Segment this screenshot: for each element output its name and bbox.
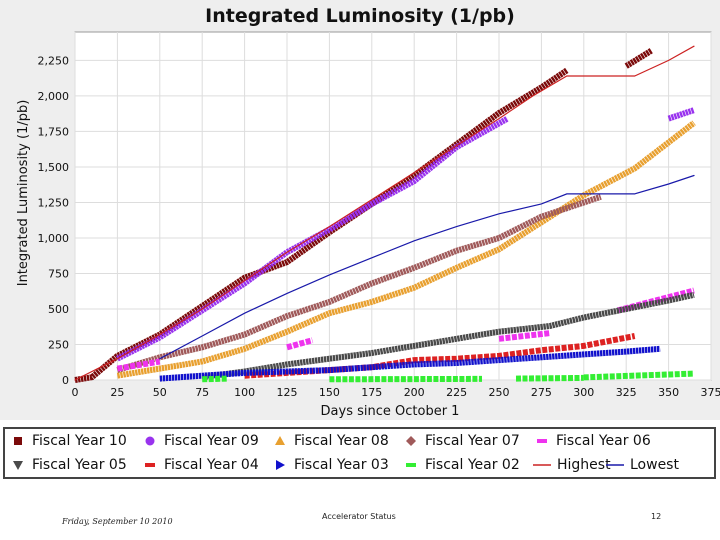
x-tick-label: 175 [361,386,382,399]
legend-item-highest: Highest [533,455,611,475]
legend-marker-icon [145,463,155,467]
legend-label: Fiscal Year 06 [556,433,651,449]
y-tick-label: 250 [48,338,69,351]
series-line-fiscal-year-08 [116,120,696,379]
legend-label: Fiscal Year 10 [32,433,127,449]
legend-item-fiscal-year-06: Fiscal Year 06 [534,431,651,451]
footer-title: Accelerator Status [322,512,396,521]
x-tick-label: 125 [277,386,298,399]
y-tick-label: 750 [48,267,69,280]
legend-item-fiscal-year-05: Fiscal Year 05 [10,455,127,475]
x-tick-label: 150 [319,386,340,399]
y-axis-label: Integrated Luminosity (1/pb) [16,100,31,287]
x-tick-label: 325 [616,386,637,399]
legend-item-fiscal-year-03: Fiscal Year 03 [272,455,389,475]
y-tick-label: 500 [48,303,69,316]
legend-marker-icon [406,463,416,467]
x-tick-label: 50 [153,386,167,399]
legend-label: Highest [557,457,611,473]
series-line-fiscal-year-05 [201,291,695,381]
x-tick-label: 225 [446,386,467,399]
series-line-fiscal-year-10 [624,47,654,69]
legend-label: Fiscal Year 05 [32,457,127,473]
legend-item-fiscal-year-07: Fiscal Year 07 [403,431,520,451]
series-fiscal-year-02 [202,370,695,383]
legend-label: Fiscal Year 09 [164,433,259,449]
y-tick-label: 1,500 [38,161,70,174]
legend-marker-icon [145,436,155,446]
series-line-lowest [159,174,695,360]
legend-item-fiscal-year-02: Fiscal Year 02 [403,455,520,475]
x-tick-label: 25 [110,386,124,399]
legend-item-lowest: Lowest [606,455,679,475]
series-line-fiscal-year-02 [202,375,228,383]
chart-panel: Integrated Luminosity (1/pb) 0 25 50 75 100 1… [0,0,720,420]
legend-item-fiscal-year-04: Fiscal Year 04 [142,455,259,475]
legend-marker-icon [14,437,22,445]
footer-page-number: 12 [651,512,662,521]
series-fiscal-year-08 [116,120,696,379]
y-tick-label: 2,250 [38,54,70,67]
x-tick-label: 350 [658,386,679,399]
series-line-fiscal-year-07 [116,193,602,373]
series-line-highest [74,45,695,381]
footer-date: Friday, September 10 2010 [62,517,173,526]
series-highest [74,45,695,381]
legend-item-fiscal-year-09: Fiscal Year 09 [142,431,259,451]
chart-title: Integrated Luminosity (1/pb) [205,5,515,27]
y-tick-label: 2,000 [38,90,70,103]
legend-marker-icon [406,436,416,446]
series-fiscal-year-07 [116,193,602,373]
legend-marker-icon [275,436,285,445]
y-tick-label: 0 [62,374,69,387]
legend-item-fiscal-year-10: Fiscal Year 10 [10,431,127,451]
x-tick-label: 300 [573,386,594,399]
x-tick-label: 75 [195,386,209,399]
series-layer [74,45,696,383]
x-tick-label: 100 [234,386,255,399]
series-line-fiscal-year-06 [498,330,551,342]
x-tick-label: 275 [531,386,552,399]
series-fiscal-year-09 [116,107,695,362]
y-tick-label: 1,250 [38,196,70,209]
legend-label: Fiscal Year 03 [294,457,389,473]
y-tick-label: 1,750 [38,125,70,138]
series-line-fiscal-year-06 [286,337,314,351]
x-tick-label: 200 [404,386,425,399]
legend-label: Lowest [630,457,679,473]
x-axis-label: Days since October 1 [321,404,460,419]
legend-marker-icon [13,461,23,470]
x-tick-label: 0 [72,386,79,399]
series-line-fiscal-year-09 [116,115,509,362]
series-line-fiscal-year-03 [159,345,661,382]
legend-marker-icon [606,464,624,466]
series-line-fiscal-year-02 [515,374,584,382]
legend-label: Fiscal Year 02 [425,457,520,473]
series-line-fiscal-year-02 [583,370,695,381]
series-lowest [159,174,695,360]
legend-marker-icon [276,460,285,470]
x-tick-label: 375 [701,386,720,399]
legend-label: Fiscal Year 04 [164,457,259,473]
axis-ticks: 0 25 50 75 100 125 150 175 200 225 250 275 300 325 350… [38,54,720,399]
legend-marker-icon [537,439,547,443]
series-fiscal-year-03 [159,345,661,382]
legend-label: Fiscal Year 08 [294,433,389,449]
legend-label: Fiscal Year 07 [425,433,520,449]
y-tick-label: 1,000 [38,232,70,245]
legend: Fiscal Year 10 Fiscal Year 09 Fiscal Year … [3,427,716,479]
legend-marker-icon [533,464,551,466]
legend-item-fiscal-year-08: Fiscal Year 08 [272,431,389,451]
series-fiscal-year-05 [201,291,695,381]
series-line-fiscal-year-06 [116,358,161,372]
x-tick-label: 250 [489,386,510,399]
luminosity-chart: Integrated Luminosity (1/pb) 0 25 50 75 100 1… [16,5,720,419]
series-line-fiscal-year-09 [667,107,695,122]
grid [74,32,712,381]
